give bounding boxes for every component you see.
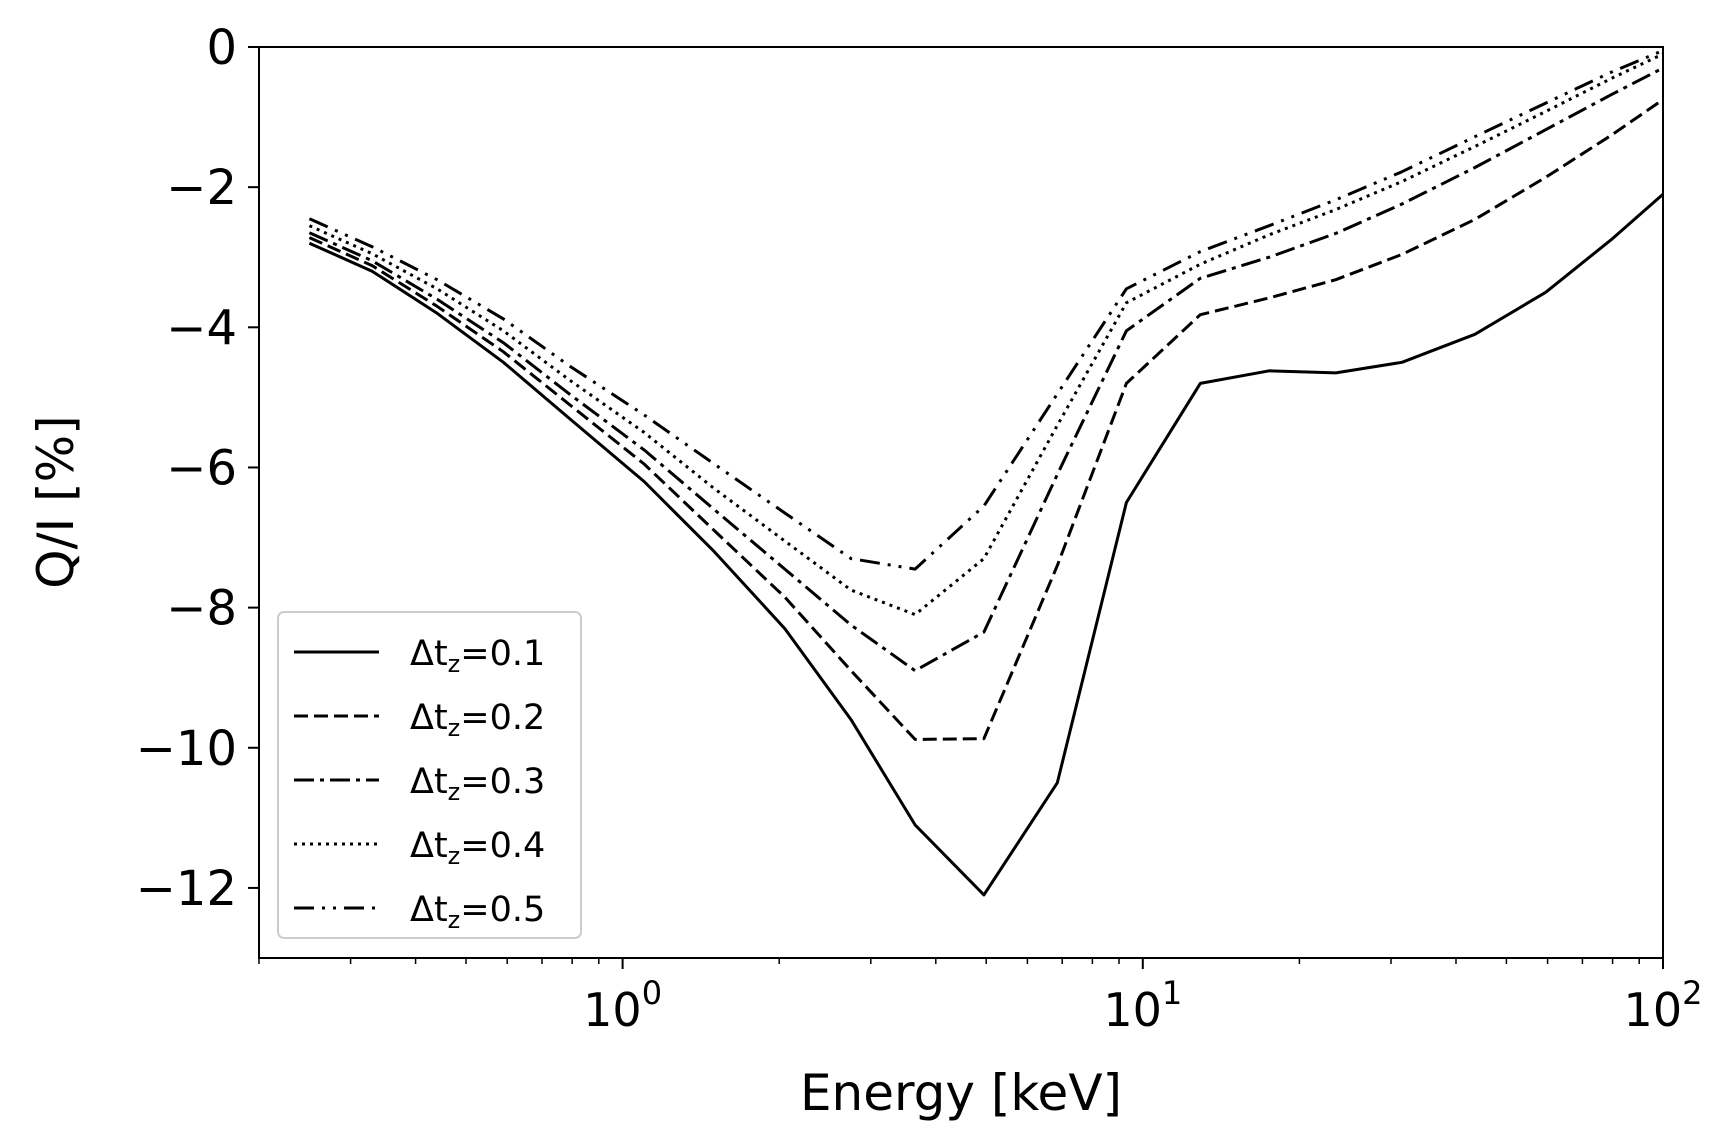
series-line-5 [308, 49, 1664, 571]
legend-label-3: Δtz=0.3 [410, 762, 545, 806]
legend-label-1: Δtz=0.1 [410, 634, 545, 678]
series-line-4 [308, 52, 1664, 617]
x-tick-label: 100 [583, 974, 662, 1037]
legend-box [277, 611, 582, 939]
series-line-3 [308, 66, 1664, 673]
y-axis-label: Q/I [%] [27, 415, 85, 588]
y-tick-label: 0 [206, 20, 237, 76]
y-tick-label: −2 [166, 160, 237, 216]
legend-label-4: Δtz=0.4 [410, 826, 545, 870]
y-tick-label: −6 [166, 440, 237, 496]
x-tick-label: 102 [1624, 974, 1703, 1037]
y-axis: 0 −2 −4 −6 −8 −10 −12 [136, 20, 259, 917]
y-tick-label: −4 [166, 300, 237, 356]
legend: Δtz=0.1 Δtz=0.2 Δtz=0.3 Δtz=0.4 Δtz=0.5 [277, 611, 582, 939]
x-axis-label: Energy [keV] [800, 1064, 1122, 1122]
x-tick-label: 101 [1103, 974, 1182, 1037]
y-tick-label: −10 [136, 721, 237, 777]
series-line-1 [308, 193, 1664, 897]
plot-frame [258, 46, 1664, 959]
series-line-2 [308, 98, 1664, 741]
legend-label-5: Δtz=0.5 [410, 890, 545, 934]
y-tick-label: −12 [136, 861, 237, 917]
series-layer [308, 49, 1664, 897]
y-tick-label: −8 [166, 581, 237, 637]
x-axis: 100 101 102 [258, 958, 1703, 1037]
legend-label-2: Δtz=0.2 [410, 698, 545, 742]
